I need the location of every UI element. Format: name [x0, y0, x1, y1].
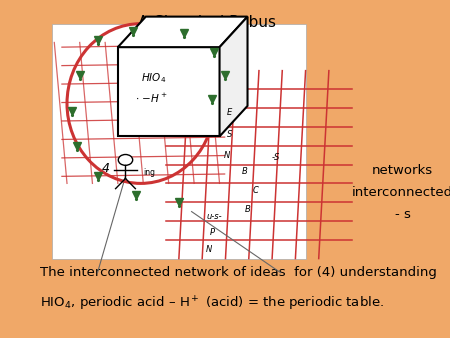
Text: S: S [227, 129, 232, 139]
Text: $HIO_4$: $HIO_4$ [141, 71, 166, 84]
Text: A Chemical Rebus: A Chemical Rebus [138, 15, 276, 30]
Text: The interconnected network of ideas  for (4) understanding: The interconnected network of ideas for … [40, 266, 437, 279]
Text: B: B [245, 205, 250, 214]
Text: ing: ing [143, 168, 155, 177]
Text: P: P [209, 228, 215, 237]
Text: E: E [227, 108, 232, 117]
Polygon shape [118, 47, 220, 137]
Polygon shape [220, 17, 248, 137]
Text: B: B [242, 167, 248, 176]
Polygon shape [118, 17, 248, 47]
Text: $\cdot$ $-H^+$: $\cdot$ $-H^+$ [135, 92, 167, 105]
Text: N: N [206, 245, 212, 254]
Text: -S: -S [271, 153, 280, 162]
Text: networks: networks [372, 164, 433, 177]
Text: N: N [224, 151, 230, 160]
Text: - s: - s [395, 208, 411, 221]
FancyBboxPatch shape [52, 24, 306, 259]
Circle shape [118, 154, 133, 165]
Text: HIO$_4$, periodic acid – H$^+$ (acid) = the periodic table.: HIO$_4$, periodic acid – H$^+$ (acid) = … [40, 295, 385, 313]
Text: 4: 4 [102, 162, 110, 175]
Text: C: C [252, 186, 258, 195]
Text: interconnected: interconnected [352, 186, 450, 199]
Text: u-s-: u-s- [207, 212, 222, 221]
